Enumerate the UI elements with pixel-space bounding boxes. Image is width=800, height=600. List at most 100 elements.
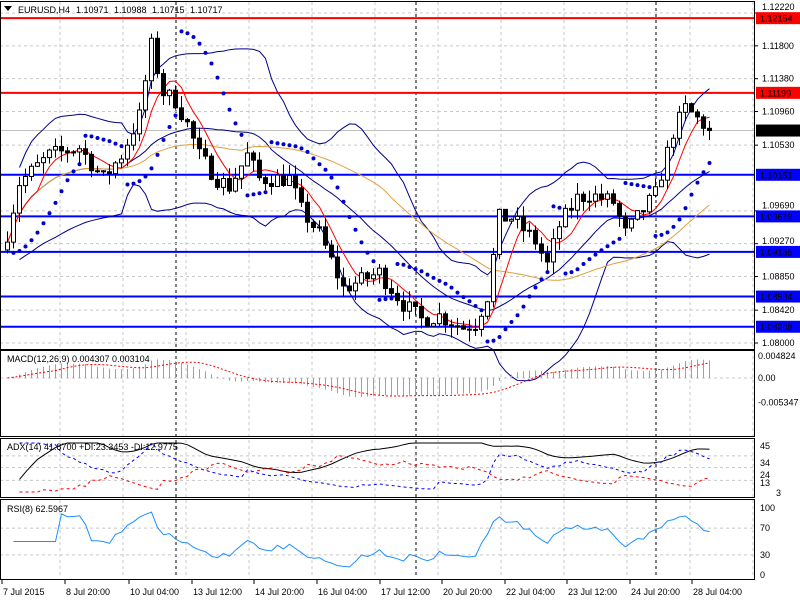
parabolic-sar-dot (47, 211, 52, 216)
parabolic-sar-dot (89, 134, 94, 139)
level-price-label: 1.08594 (760, 292, 793, 302)
candle-bear (413, 301, 418, 307)
parabolic-sar-dot (269, 140, 274, 145)
level-price-tag (756, 86, 800, 99)
candle-bear (107, 171, 112, 175)
price-marks (0, 17, 754, 568)
candle-bear (695, 111, 700, 118)
parabolic-sar-dot (593, 252, 598, 257)
parabolic-sar-dot (173, 113, 178, 118)
macd-label: MACD(12,26,9) 0.004307 0.003104 (7, 354, 150, 364)
parabolic-sar-dot (521, 304, 526, 309)
parabolic-sar-dot (83, 133, 88, 138)
candle-bear (701, 116, 706, 129)
parabolic-sar-dot (707, 160, 712, 165)
candle-bear (95, 170, 100, 173)
parabolic-sar-dot (515, 313, 520, 318)
time-axis-label: 7 Jul 2015 (3, 587, 45, 597)
macd-axis-label: 0.00 (758, 373, 776, 383)
adx-axis-label: 24 (760, 470, 770, 480)
parabolic-sar-dot (101, 137, 106, 142)
level-price-label: 1.12154 (760, 14, 793, 24)
parabolic-sar-dot (377, 297, 382, 302)
candle-bear (311, 221, 316, 228)
level-price-label: 1.09165 (760, 247, 793, 257)
candle-bull (587, 200, 592, 203)
parabolic-sar-dot (359, 240, 364, 245)
parabolic-sar-dot (137, 179, 142, 184)
price-axis-label: 1.11800 (762, 41, 794, 51)
candle-bull (131, 133, 136, 146)
parabolic-sar-dot (371, 259, 376, 264)
candle-bull (407, 301, 412, 312)
price-axis-label: 1.09690 (762, 200, 795, 210)
parabolic-sar-dot (131, 181, 136, 186)
candle-bull (77, 148, 82, 153)
dropdown-triangle-icon[interactable] (4, 6, 12, 11)
time-axis-label: 10 Jul 04:00 (130, 587, 179, 597)
parabolic-sar-dot (257, 191, 262, 196)
level-price-tag (756, 245, 800, 258)
parabolic-sar-dot (209, 61, 214, 66)
panel-frame-1 (0, 350, 755, 437)
parabolic-sar-dot (65, 178, 70, 183)
parabolic-sar-dot (467, 299, 472, 304)
candle-bear (389, 288, 394, 294)
parabolic-sar-dot (623, 181, 628, 186)
candle-bull (557, 226, 562, 240)
candle-bull (275, 174, 280, 187)
candle-bull (431, 323, 436, 327)
parabolic-sar-dot (317, 162, 322, 167)
candle-bear (419, 305, 424, 319)
candle-bear (161, 73, 166, 97)
candle-bear (299, 187, 304, 203)
parabolic-sar-dot (701, 170, 706, 175)
candle-bull (635, 210, 640, 220)
parabolic-sar-dot (671, 224, 676, 229)
parabolic-sar-dot (329, 175, 334, 180)
candle-bull (605, 193, 610, 200)
candle-bear (461, 325, 466, 330)
parabolic-sar-dot (71, 169, 76, 174)
plus-di-line (19, 442, 710, 490)
grid (0, 2, 754, 578)
candle-bear (269, 183, 274, 187)
candle-bull (437, 313, 442, 325)
candle-bull (629, 218, 634, 229)
parabolic-sar-dot (227, 107, 232, 112)
candle-bear (281, 174, 286, 186)
candle-bear (65, 150, 70, 154)
candle-bear (203, 148, 208, 157)
candle-bear (467, 328, 472, 331)
parabolic-sar-dot (551, 204, 556, 209)
current-price-tag (756, 124, 800, 137)
candle-bear (89, 153, 94, 172)
adx-axis-label: 34 (760, 458, 770, 468)
parabolic-sar-dot (497, 334, 502, 339)
candle-bull (143, 80, 148, 111)
candle-bear (323, 226, 328, 246)
parabolic-sar-dot (401, 262, 406, 267)
parabolic-sar-dot (155, 152, 160, 157)
parabolic-sar-dot (275, 141, 280, 146)
candle-bull (149, 37, 154, 82)
candle-bull (71, 151, 76, 154)
parabolic-sar-dot (689, 192, 694, 197)
candle-bear (305, 201, 310, 223)
parabolic-sar-dot (347, 214, 352, 219)
parabolic-sar-dot (161, 138, 166, 143)
parabolic-sar-dot (167, 124, 172, 129)
adx-line (19, 442, 710, 480)
parabolic-sar-dot (185, 31, 190, 36)
rsi-axis-label: 30 (760, 550, 770, 560)
parabolic-sar-dot (683, 206, 688, 211)
candle-bear (329, 244, 334, 258)
parabolic-sar-dot (599, 248, 604, 253)
parabolic-sar-dot (587, 257, 592, 262)
macd-axis-label: -0.005347 (758, 397, 799, 407)
bollinger-middle (19, 127, 710, 312)
parabolic-sar-dot (59, 189, 64, 194)
minus-di-line (19, 454, 710, 493)
level-price-tag (756, 210, 800, 223)
